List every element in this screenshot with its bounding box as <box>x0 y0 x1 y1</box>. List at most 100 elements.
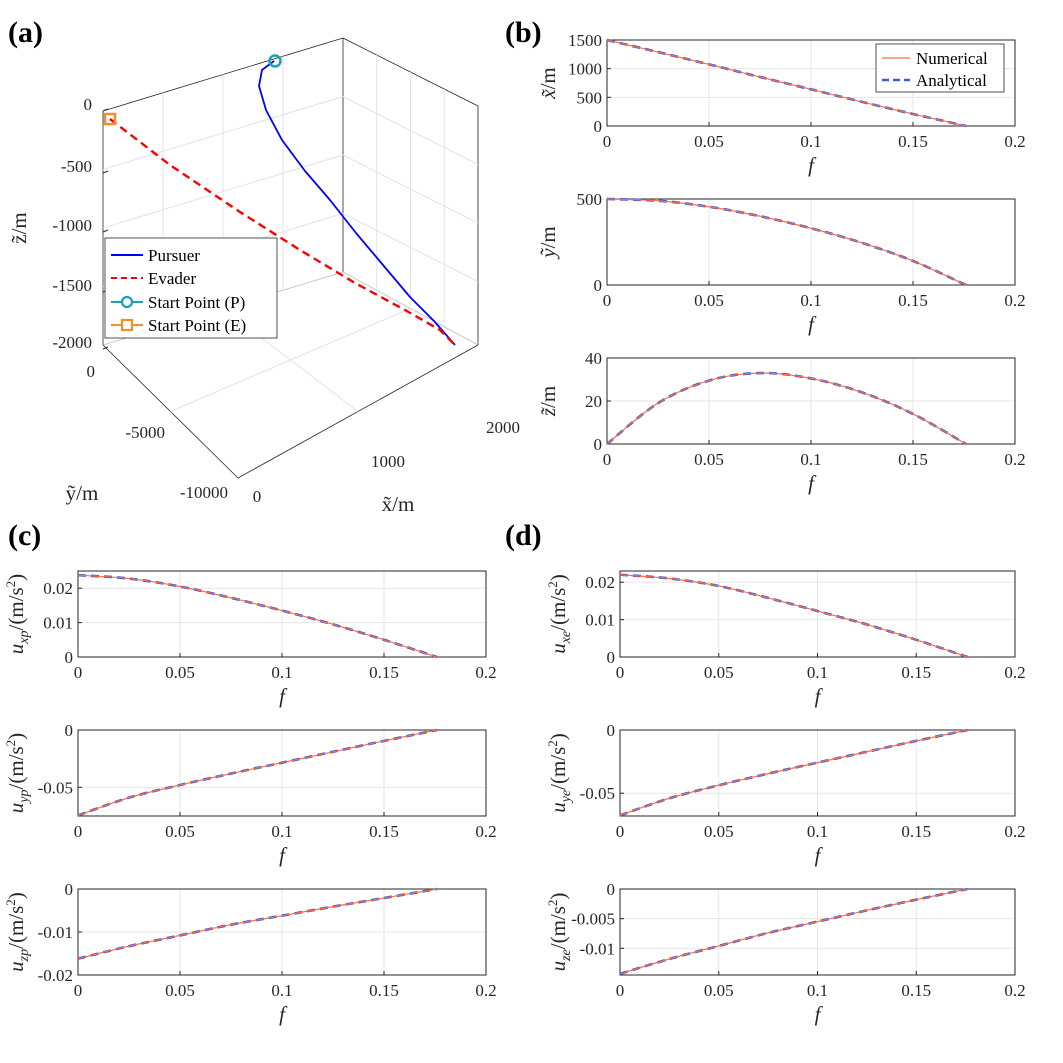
x-tick-label: 0.15 <box>898 291 928 310</box>
series-numerical-line <box>606 198 967 286</box>
y-tick-label: 1000 <box>568 60 602 79</box>
subplot-d3: 0 0.05 0.1 0.15 0.2 -0.01 -0.005 0 f uze/(m/s2) <box>545 880 1026 1026</box>
series-analytical-line <box>619 887 968 976</box>
y-tick-label: 500 <box>577 190 603 209</box>
grid-line-z-right <box>342 154 479 224</box>
z-tick-mark <box>102 108 109 112</box>
series-numerical-line <box>606 39 967 127</box>
y-tick-label: 0 <box>607 721 616 740</box>
x-tick-label: 0.05 <box>165 981 195 1000</box>
x-tick-label: 0.15 <box>901 822 931 841</box>
x-tick-label: 0 <box>603 132 612 151</box>
x-tick-label: 0 <box>616 822 625 841</box>
subplot-c2: 0 0.05 0.1 0.15 0.2 -0.05 0 f uyp/(m/s2) <box>3 721 497 867</box>
y-tick-label: -5000 <box>125 423 165 442</box>
legend-label-3: Start Point (P) <box>148 293 245 312</box>
y-tick-label: -0.01 <box>38 923 73 942</box>
legend-marker-square <box>120 318 134 332</box>
subplots-group: 0 0.05 0.1 0.15 0.2 0 500 1000 1500 f x̃/m Numerica… <box>3 31 1026 1026</box>
x-axis-label: f <box>815 1002 824 1026</box>
series-numerical-line <box>77 574 438 658</box>
x-tick-label: 0.05 <box>165 663 195 682</box>
y-tick-label: 0.01 <box>43 614 73 633</box>
y-tick-label: 0 <box>594 117 603 136</box>
x-tick-label: 0.05 <box>694 450 724 469</box>
y-axis-label: uzp/(m/s2) <box>3 892 32 972</box>
x-tick-label: 0.1 <box>271 663 292 682</box>
series-analytical-line <box>77 887 438 960</box>
y-tick-label: 0 <box>594 276 603 295</box>
x-tick-label: 0.05 <box>704 981 734 1000</box>
x-tick-label: 0 <box>616 663 625 682</box>
y-tick-label: -0.05 <box>38 778 73 797</box>
x-tick-label: 0.2 <box>475 822 496 841</box>
x-tick-label: 0.15 <box>369 981 399 1000</box>
x-tick-label: 0.2 <box>1004 822 1025 841</box>
x-axis-label: f <box>279 843 288 867</box>
series-numerical-line <box>619 574 968 658</box>
x-tick-label: 2000 <box>486 418 520 437</box>
y-axis-label: uxe/(m/s2) <box>545 574 574 654</box>
subplot-d1: 0 0.05 0.1 0.15 0.2 0 0.01 0.02 f uxe/(m/s2) <box>545 570 1026 708</box>
z-tick-label: -1500 <box>52 276 92 295</box>
z-tick-mark <box>102 229 109 233</box>
y-tick-label: 20 <box>585 392 602 411</box>
y-tick-label: -0.05 <box>580 784 615 803</box>
z-tick-mark <box>102 170 109 174</box>
y-axis-label: uyp/(m/s2) <box>3 733 32 813</box>
legend-label-1: Pursuer <box>148 246 200 265</box>
x-tick-label: 0 <box>603 450 612 469</box>
x-axis-label: f <box>279 684 288 708</box>
x-tick-label: 0 <box>616 981 625 1000</box>
y-tick-label: -0.01 <box>580 939 615 958</box>
x-tick-label: 0 <box>74 981 83 1000</box>
z-tick-mark <box>102 346 109 350</box>
x-tick-label: 0.2 <box>475 981 496 1000</box>
x-tick-label: 0.1 <box>271 981 292 1000</box>
x-tick-label: 0 <box>74 822 83 841</box>
start-point-pursuer-marker <box>268 54 282 68</box>
y-tick-label: 500 <box>577 88 603 107</box>
x-tick-label: 0.1 <box>807 663 828 682</box>
subplot-b1: 0 0.05 0.1 0.15 0.2 0 500 1000 1500 f x̃/m Numerica… <box>536 31 1026 177</box>
y-axis-label: uye/(m/s2) <box>545 733 574 813</box>
legend-box <box>875 43 1005 93</box>
series-numerical-line <box>619 729 968 816</box>
y-tick-label: 0 <box>594 435 603 454</box>
legend-label-4: Start Point (E) <box>148 316 246 335</box>
y-tick-label: 0 <box>65 648 74 667</box>
x-tick-label: 0.15 <box>901 981 931 1000</box>
x-tick-label: 0.1 <box>800 450 821 469</box>
subplot-b2: 0 0.05 0.1 0.15 0.2 0 500 f ỹ/m <box>536 190 1026 336</box>
legend-marker-circle <box>120 295 134 309</box>
x-tick-label: 0.2 <box>1004 450 1025 469</box>
series-numerical-line <box>606 372 967 445</box>
legend-analytical-label: Analytical <box>916 71 987 90</box>
y-tick-label: 1500 <box>568 31 602 50</box>
x-tick-label: 0.05 <box>694 291 724 310</box>
subplot-c3: 0 0.05 0.1 0.15 0.2 -0.02 -0.01 0 f uzp/(m/s2) <box>3 880 497 1026</box>
x-tick-label: 0 <box>253 487 262 506</box>
x-tick-label: 0.1 <box>800 132 821 151</box>
x-tick-label: 0.15 <box>898 132 928 151</box>
legend: Numerical Analytical <box>875 43 1005 93</box>
y-axis-label: z̃/m <box>536 386 560 417</box>
y-tick-label: 0.02 <box>43 579 73 598</box>
x-tick-label: 0.15 <box>369 663 399 682</box>
series-evader-line <box>109 118 456 346</box>
y-tick-label: 0.01 <box>585 611 615 630</box>
y-tick-label: 0 <box>607 880 616 899</box>
x-tick-label: 0.05 <box>165 822 195 841</box>
x-axis-label: x̃/m <box>382 492 415 516</box>
x-tick-label: 0.2 <box>475 663 496 682</box>
y-tick-label: 0.02 <box>585 573 615 592</box>
series-numerical-line <box>619 888 968 975</box>
x-axis-label: f <box>815 843 824 867</box>
x-tick-label: 0.2 <box>1004 981 1025 1000</box>
x-axis-label: f <box>808 312 817 336</box>
series-analytical-line <box>606 197 967 287</box>
z-tick-label: -500 <box>61 157 92 176</box>
x-tick-label: 0.2 <box>1004 291 1025 310</box>
